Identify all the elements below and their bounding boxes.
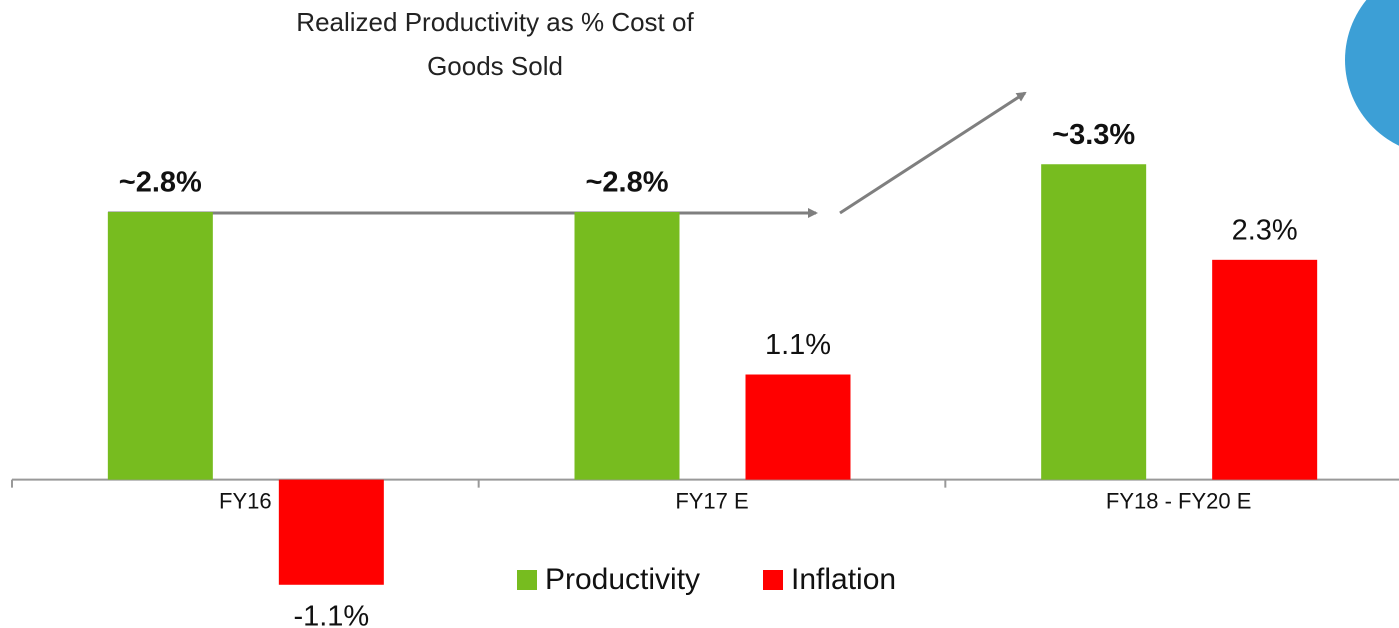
badge: [1345, 0, 1399, 146]
x-tick-label: FY16: [219, 488, 272, 513]
x-tick-label: FY17 E: [675, 488, 748, 513]
value-label: ~2.8%: [585, 167, 668, 199]
value-label: ~2.8%: [119, 167, 202, 199]
bar: [1212, 259, 1318, 480]
chart-title-box: Realized Productivity as % Cost of Goods…: [296, 7, 694, 81]
value-label: 1.1%: [765, 329, 831, 361]
bar: [574, 212, 680, 480]
bar: [278, 479, 384, 585]
value-label: ~3.3%: [1052, 119, 1135, 151]
legend-swatch: [517, 570, 537, 590]
bar: [1041, 164, 1147, 480]
x-tick-label: FY18 - FY20 E: [1106, 488, 1252, 513]
legend-swatch: [763, 570, 783, 590]
bar: [745, 374, 851, 480]
chart-title: Realized Productivity as % Cost of Goods…: [296, 7, 694, 81]
value-label: -1.1%: [293, 600, 369, 628]
value-label: 2.3%: [1232, 214, 1298, 246]
bar: [107, 212, 213, 480]
trend-arrow: [839, 91, 1027, 215]
legend-label: Productivity: [545, 563, 700, 596]
legend-label: Inflation: [791, 563, 896, 596]
